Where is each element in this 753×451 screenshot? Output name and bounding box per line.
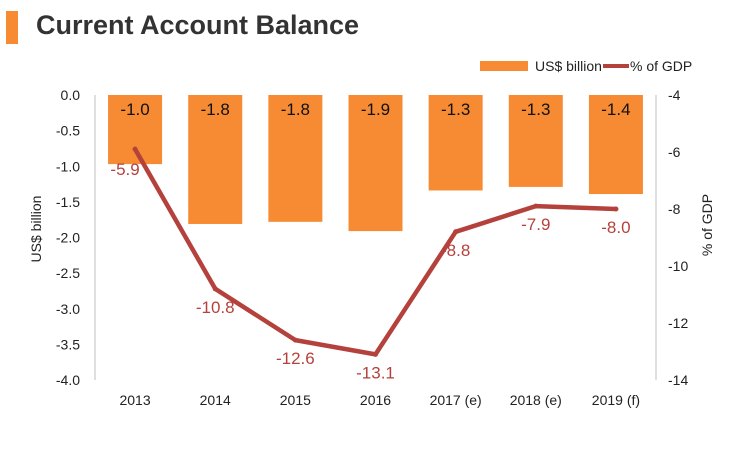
y2-tick-label: -10 [668, 258, 688, 274]
y2-axis-label: % of GDP [699, 194, 715, 256]
category-labels: 2013 2014 2015 2016 2017 (e) 2018 (e) 2019 (f) [119, 392, 640, 408]
y-tick-label: -1.0 [56, 158, 80, 174]
y-tick-label: -4.0 [56, 372, 80, 388]
bar-value-label: -1.3 [521, 100, 550, 119]
line-value-label: -10.8 [196, 298, 235, 317]
bar-value-label: -1.9 [361, 100, 390, 119]
y-tick-label: -2.0 [56, 230, 80, 246]
bar [508, 95, 563, 187]
y-tick-label: -0.5 [56, 123, 80, 139]
bar-value-label: -1.0 [120, 100, 149, 119]
x-tick-label: 2015 [280, 392, 311, 408]
x-tick-label: 2019 (f) [592, 392, 640, 408]
line-value-label: -12.6 [276, 349, 315, 368]
line-value-label: -13.1 [356, 363, 395, 382]
y-tick-label: -1.5 [56, 194, 80, 210]
bar-value-label: -1.4 [601, 100, 630, 119]
title-accent-bar [6, 11, 18, 44]
line-value-label: -8.0 [601, 218, 630, 237]
bar-value-label: -1.8 [201, 100, 230, 119]
line-series [132, 146, 619, 357]
x-tick-label: 2017 (e) [430, 392, 482, 408]
page-title: Current Account Balance [36, 10, 360, 40]
y2-tick-label: -8 [668, 201, 681, 217]
y-tick-label: -3.5 [56, 336, 80, 352]
line-point [373, 351, 378, 357]
bar-series [108, 95, 643, 232]
bar [588, 95, 643, 195]
y2-tick-label: -14 [668, 372, 688, 388]
left-axis-ticks: 0.0 -0.5 -1.0 -1.5 -2.0 -2.5 -3.0 -3.5 -4.0 [56, 87, 80, 388]
bar [348, 95, 403, 232]
y-tick-label: -3.0 [56, 301, 80, 317]
line-value-labels: -5.9 -10.8 -12.6 -13.1 -8.8 -7.9 -8.0 [110, 160, 630, 382]
line-point [453, 229, 459, 235]
line-point [132, 146, 138, 152]
line-value-label: -7.9 [521, 215, 550, 234]
line-value-label: -5.9 [110, 160, 139, 179]
line-point [292, 337, 298, 343]
line-point [533, 203, 539, 209]
legend: US$ billion % of GDP [480, 58, 692, 74]
line-point [212, 286, 218, 292]
x-tick-label: 2016 [360, 392, 391, 408]
bar-value-labels: -1.0 -1.8 -1.8 -1.9 -1.3 -1.3 -1.4 [120, 100, 630, 119]
bar [188, 95, 243, 224]
y-axis-label: US$ billion [28, 196, 44, 263]
legend-label-bar: US$ billion [535, 58, 602, 74]
bar [428, 95, 483, 191]
bar-value-label: -1.3 [441, 100, 470, 119]
x-tick-label: 2018 (e) [510, 392, 562, 408]
legend-label-line: % of GDP [630, 58, 692, 74]
x-tick-label: 2014 [200, 392, 231, 408]
bar [268, 95, 323, 222]
line-value-label: -8.8 [441, 241, 470, 260]
right-axis-ticks: -4 -6 -8 -10 -12 -14 [668, 87, 688, 388]
y2-tick-label: -12 [668, 315, 688, 331]
y2-tick-label: -6 [668, 144, 681, 160]
y-tick-label: -2.5 [56, 265, 80, 281]
line-point [613, 206, 619, 212]
y2-tick-label: -4 [668, 87, 681, 103]
bar-value-label: -1.8 [281, 100, 310, 119]
x-tick-label: 2013 [119, 392, 150, 408]
legend-swatch-bar [480, 61, 528, 71]
y-tick-label: 0.0 [61, 87, 81, 103]
